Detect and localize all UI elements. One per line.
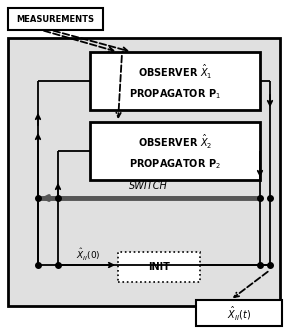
Text: OBSERVER $\hat{X}_1$: OBSERVER $\hat{X}_1$ [138,63,212,81]
Bar [90,52,260,110]
Text: PROPAGATOR P$_1$: PROPAGATOR P$_1$ [129,87,221,101]
Bar [118,252,200,282]
Bar [8,38,280,306]
Bar [90,122,260,180]
Text: PROPAGATOR P$_2$: PROPAGATOR P$_2$ [129,157,221,171]
Text: OBSERVER $\hat{X}_2$: OBSERVER $\hat{X}_2$ [138,133,212,151]
Bar [8,8,103,30]
Text: INIT: INIT [148,262,170,272]
Bar [196,300,282,326]
Text: SWITCH: SWITCH [128,181,167,191]
Text: $\hat{X}_{II}(0)$: $\hat{X}_{II}(0)$ [76,247,100,263]
Text: MEASUREMENTS: MEASUREMENTS [16,15,94,23]
Text: $\hat{X}_{II}(t)$: $\hat{X}_{II}(t)$ [227,304,251,322]
